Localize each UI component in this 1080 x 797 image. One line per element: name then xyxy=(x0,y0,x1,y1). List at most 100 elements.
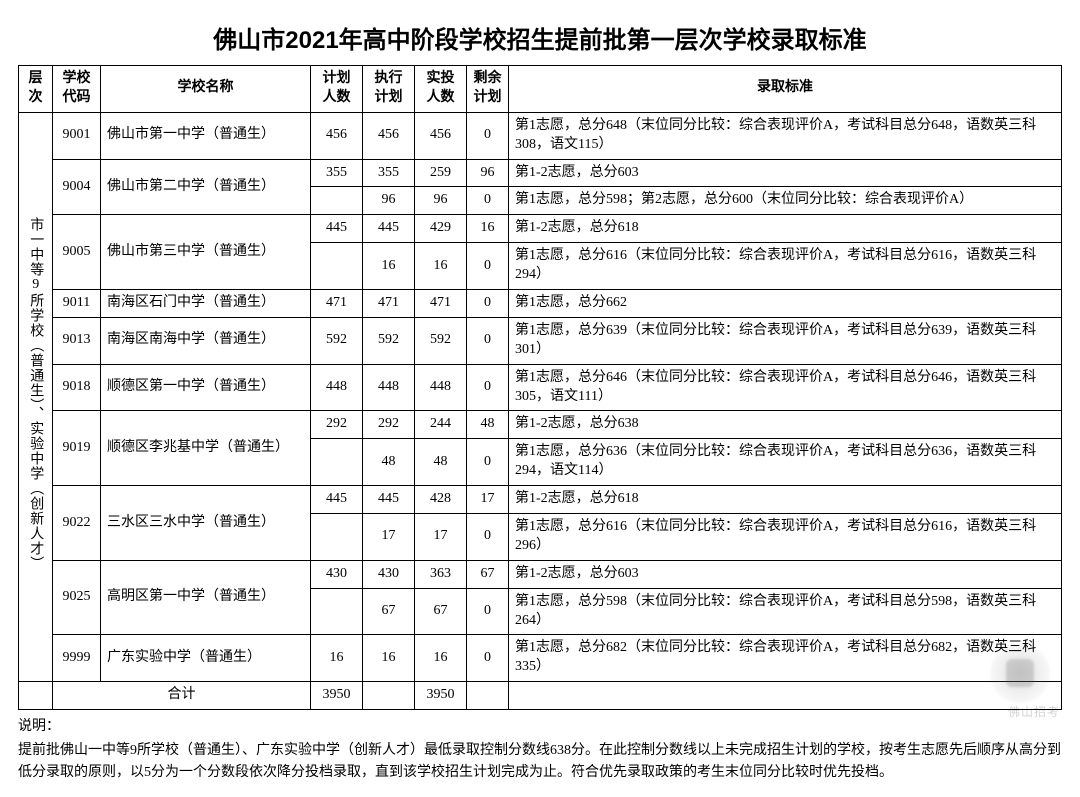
th-actual: 实投人数 xyxy=(415,66,467,113)
remain-cell: 0 xyxy=(467,439,509,486)
actual-cell: 448 xyxy=(415,364,467,411)
remain-cell: 0 xyxy=(467,317,509,364)
level-cell: 市一中等9所学校（普通生）、实验中学（创新人才） xyxy=(19,112,53,681)
remain-cell: 0 xyxy=(467,112,509,159)
total-row: 合计39503950 xyxy=(19,682,1062,710)
remain-cell: 0 xyxy=(467,290,509,318)
exec-cell: 445 xyxy=(363,486,415,514)
table-row: 9018顺德区第一中学（普通生）4484484480第1志愿，总分646（末位同… xyxy=(19,364,1062,411)
plan-cell: 592 xyxy=(311,317,363,364)
plan-cell: 430 xyxy=(311,560,363,588)
code-cell: 9022 xyxy=(53,486,101,561)
th-code: 学校代码 xyxy=(53,66,101,113)
plan-cell: 16 xyxy=(311,635,363,682)
actual-cell: 244 xyxy=(415,411,467,439)
table-row: 9011南海区石门中学（普通生）4714714710第1志愿，总分662 xyxy=(19,290,1062,318)
exec-cell: 17 xyxy=(363,514,415,561)
table-row: 9019顺德区李兆基中学（普通生）29229224448第1-2志愿，总分638 xyxy=(19,411,1062,439)
remain-cell: 48 xyxy=(467,411,509,439)
code-cell: 9025 xyxy=(53,560,101,635)
th-name: 学校名称 xyxy=(101,66,311,113)
actual-cell: 16 xyxy=(415,635,467,682)
plan-cell: 445 xyxy=(311,486,363,514)
notes-title: 说明： xyxy=(18,716,1062,738)
actual-cell: 67 xyxy=(415,588,467,635)
criteria-cell: 第1志愿，总分646（末位同分比较：综合表现评价A，考试科目总分646，语数英三… xyxy=(509,364,1062,411)
remain-cell: 0 xyxy=(467,588,509,635)
plan-cell: 448 xyxy=(311,364,363,411)
actual-cell: 471 xyxy=(415,290,467,318)
remain-cell: 0 xyxy=(467,635,509,682)
plan-cell xyxy=(311,243,363,290)
page-title: 佛山市2021年高中阶段学校招生提前批第一层次学校录取标准 xyxy=(18,20,1062,55)
exec-cell: 292 xyxy=(363,411,415,439)
total-remain xyxy=(467,682,509,710)
table-header-row: 层次 学校代码 学校名称 计划人数 执行计划 实投人数 剩余计划 录取标准 xyxy=(19,66,1062,113)
remain-cell: 0 xyxy=(467,514,509,561)
total-actual: 3950 xyxy=(415,682,467,710)
criteria-cell: 第1-2志愿，总分603 xyxy=(509,560,1062,588)
actual-cell: 592 xyxy=(415,317,467,364)
code-cell: 9004 xyxy=(53,159,101,215)
table-row: 9022三水区三水中学（普通生）44544542817第1-2志愿，总分618 xyxy=(19,486,1062,514)
actual-cell: 428 xyxy=(415,486,467,514)
th-plan: 计划人数 xyxy=(311,66,363,113)
th-remain: 剩余计划 xyxy=(467,66,509,113)
admission-table: 层次 学校代码 学校名称 计划人数 执行计划 实投人数 剩余计划 录取标准 市一… xyxy=(18,65,1062,710)
exec-cell: 471 xyxy=(363,290,415,318)
actual-cell: 363 xyxy=(415,560,467,588)
name-cell: 三水区三水中学（普通生） xyxy=(101,486,311,561)
plan-cell: 456 xyxy=(311,112,363,159)
actual-cell: 48 xyxy=(415,439,467,486)
plan-cell xyxy=(311,187,363,215)
table-row: 市一中等9所学校（普通生）、实验中学（创新人才）9001佛山市第一中学（普通生）… xyxy=(19,112,1062,159)
table-row: 9999广东实验中学（普通生）1616160第1志愿，总分682（末位同分比较：… xyxy=(19,635,1062,682)
total-criteria-blank xyxy=(509,682,1062,710)
actual-cell: 429 xyxy=(415,215,467,243)
actual-cell: 96 xyxy=(415,187,467,215)
watermark-text: 佛山招考 xyxy=(1008,703,1060,720)
remain-cell: 16 xyxy=(467,215,509,243)
exec-cell: 48 xyxy=(363,439,415,486)
criteria-cell: 第1-2志愿，总分618 xyxy=(509,486,1062,514)
exec-cell: 355 xyxy=(363,159,415,187)
remain-cell: 0 xyxy=(467,243,509,290)
total-exec xyxy=(363,682,415,710)
code-cell: 9013 xyxy=(53,317,101,364)
exec-cell: 448 xyxy=(363,364,415,411)
actual-cell: 456 xyxy=(415,112,467,159)
th-level: 层次 xyxy=(19,66,53,113)
plan-cell xyxy=(311,514,363,561)
table-row: 9004佛山市第二中学（普通生）35535525996第1-2志愿，总分603 xyxy=(19,159,1062,187)
name-cell: 南海区石门中学（普通生） xyxy=(101,290,311,318)
notes-body: 提前批佛山一中等9所学校（普通生）、广东实验中学（创新人才）最低录取控制分数线6… xyxy=(18,740,1062,783)
code-cell: 9001 xyxy=(53,112,101,159)
code-cell: 9005 xyxy=(53,215,101,290)
remain-cell: 0 xyxy=(467,364,509,411)
plan-cell: 355 xyxy=(311,159,363,187)
actual-cell: 16 xyxy=(415,243,467,290)
exec-cell: 96 xyxy=(363,187,415,215)
th-criteria: 录取标准 xyxy=(509,66,1062,113)
criteria-cell: 第1志愿，总分616（末位同分比较：综合表现评价A，考试科目总分616，语数英三… xyxy=(509,514,1062,561)
plan-cell: 471 xyxy=(311,290,363,318)
name-cell: 南海区南海中学（普通生） xyxy=(101,317,311,364)
name-cell: 佛山市第一中学（普通生） xyxy=(101,112,311,159)
remain-cell: 67 xyxy=(467,560,509,588)
exec-cell: 67 xyxy=(363,588,415,635)
plan-cell: 292 xyxy=(311,411,363,439)
total-plan: 3950 xyxy=(311,682,363,710)
name-cell: 顺德区李兆基中学（普通生） xyxy=(101,411,311,486)
table-row: 9013南海区南海中学（普通生）5925925920第1志愿，总分639（末位同… xyxy=(19,317,1062,364)
criteria-cell: 第1志愿，总分662 xyxy=(509,290,1062,318)
criteria-cell: 第1-2志愿，总分603 xyxy=(509,159,1062,187)
name-cell: 高明区第一中学（普通生） xyxy=(101,560,311,635)
criteria-cell: 第1志愿，总分639（末位同分比较：综合表现评价A，考试科目总分639，语数英三… xyxy=(509,317,1062,364)
remain-cell: 17 xyxy=(467,486,509,514)
th-exec: 执行计划 xyxy=(363,66,415,113)
name-cell: 顺德区第一中学（普通生） xyxy=(101,364,311,411)
plan-cell xyxy=(311,588,363,635)
table-body: 市一中等9所学校（普通生）、实验中学（创新人才）9001佛山市第一中学（普通生）… xyxy=(19,112,1062,709)
table-row: 9025高明区第一中学（普通生）43043036367第1-2志愿，总分603 xyxy=(19,560,1062,588)
code-cell: 9011 xyxy=(53,290,101,318)
